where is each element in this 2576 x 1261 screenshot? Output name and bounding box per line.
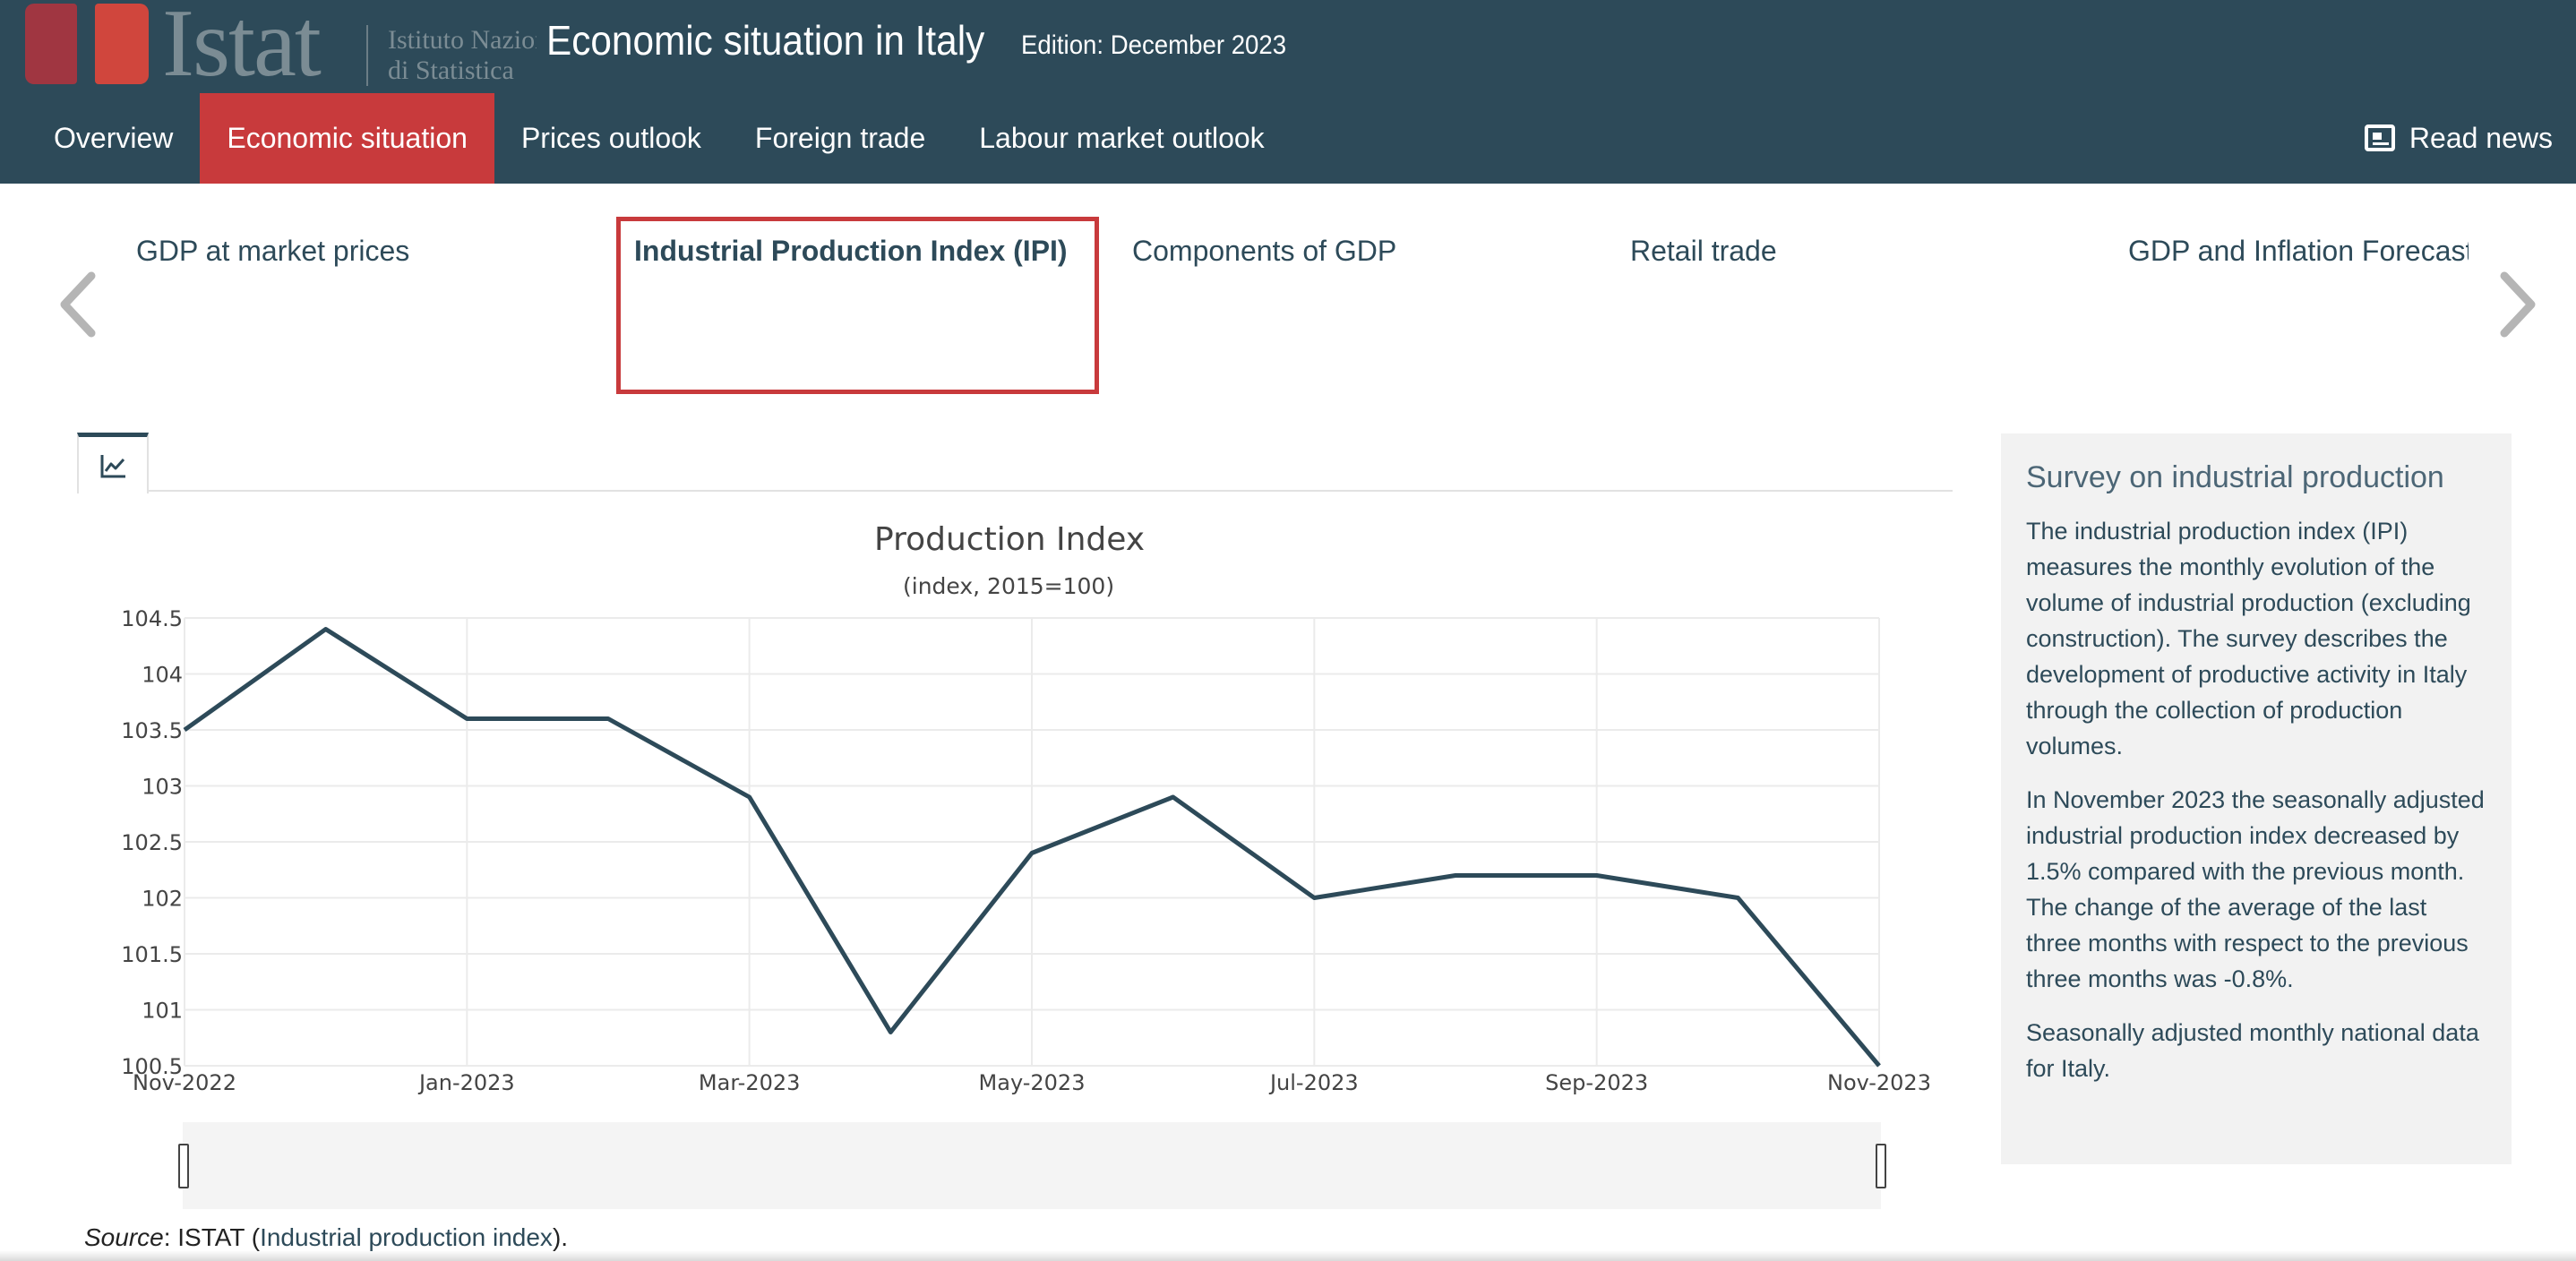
range-slider-handle-left[interactable] xyxy=(178,1144,189,1188)
carousel-active-frame[interactable] xyxy=(616,217,1099,394)
logo-wordmark: Istat xyxy=(162,0,322,97)
nav-item-economic-situation[interactable]: Economic situation xyxy=(200,93,494,184)
data-point[interactable] xyxy=(1870,1057,1888,1075)
top-header: Istat Istituto Nazionale di Statistica E… xyxy=(0,0,2576,184)
y-tick-label: 104.5 xyxy=(121,606,183,631)
y-tick-label: 101 xyxy=(142,999,183,1024)
app-title: Economic situation in Italy xyxy=(546,17,985,64)
x-tick-label: Nov-2023 xyxy=(1827,1070,1931,1095)
read-news-label: Read news xyxy=(2409,122,2553,154)
nav-item-overview[interactable]: Overview xyxy=(54,122,174,154)
line-chart-icon xyxy=(100,455,125,478)
chevron-left-icon xyxy=(60,271,96,338)
main-nav: Overview Economic situation Prices outlo… xyxy=(27,93,1292,184)
y-tick-label: 103 xyxy=(142,775,183,800)
data-point[interactable] xyxy=(741,788,759,806)
data-point[interactable] xyxy=(1305,889,1323,907)
carousel-next-button[interactable] xyxy=(2490,269,2544,340)
x-tick-label: Nov-2022 xyxy=(133,1070,236,1095)
source-publisher: : ISTAT ( xyxy=(163,1223,261,1251)
carousel-prev-button[interactable] xyxy=(52,269,106,340)
logo-subtitle-line-2: di Statistica xyxy=(388,56,514,85)
range-slider[interactable] xyxy=(183,1122,1881,1209)
logo-square-left xyxy=(25,4,77,84)
logo-subtitle: Istituto Nazionale di Statistica xyxy=(366,25,537,86)
data-point[interactable] xyxy=(458,710,476,728)
info-title: Survey on industrial production xyxy=(2026,460,2444,494)
chart-tab-bar xyxy=(77,433,1953,493)
nav-item-labour-market-outlook[interactable]: Labour market outlook xyxy=(979,122,1265,154)
newspaper-icon xyxy=(2364,124,2395,151)
x-tick-label: Sep-2023 xyxy=(1545,1070,1648,1095)
range-slider-handle-right[interactable] xyxy=(1876,1144,1886,1188)
tab-line-chart[interactable] xyxy=(77,433,149,493)
y-tick-label: 102.5 xyxy=(121,830,183,855)
carousel-item-retail-trade[interactable]: Retail trade xyxy=(1630,235,1777,267)
source-note: Source: ISTAT (Industrial production ind… xyxy=(84,1223,568,1252)
x-tick-label: Jan-2023 xyxy=(417,1070,515,1095)
info-paragraph: In November 2023 the seasonally adjusted… xyxy=(2026,786,2485,992)
y-tick-label: 100.5 xyxy=(121,1054,183,1079)
y-tick-label: 102 xyxy=(142,887,183,912)
read-news-link[interactable]: Read news xyxy=(2364,93,2553,184)
y-tick-label: 101.5 xyxy=(121,942,183,967)
carousel-item-industrial-production-index[interactable]: Industrial Production Index (IPI) xyxy=(634,235,1068,267)
data-point[interactable] xyxy=(1447,867,1464,885)
source-link[interactable]: Industrial production index xyxy=(260,1223,553,1251)
carousel-item-components-gdp[interactable]: Components of GDP xyxy=(1132,235,1397,267)
edition-label: Edition: December 2023 xyxy=(1021,30,1287,60)
x-tick-label: Jul-2023 xyxy=(1268,1070,1359,1095)
bottom-shadow xyxy=(0,1250,2576,1261)
data-point[interactable] xyxy=(599,710,617,728)
data-point[interactable] xyxy=(1729,889,1747,907)
data-point[interactable] xyxy=(1023,845,1041,862)
data-point[interactable] xyxy=(1164,788,1182,806)
nav-item-foreign-trade[interactable]: Foreign trade xyxy=(754,122,926,154)
data-point[interactable] xyxy=(176,721,193,739)
source-label: Source xyxy=(84,1223,164,1251)
info-paragraph: The industrial production index (IPI) me… xyxy=(2026,518,2471,759)
data-point[interactable] xyxy=(1588,867,1606,885)
carousel-item-gdp-inflation-forecast[interactable]: GDP and Inflation Forecast xyxy=(2128,235,2469,267)
info-paragraph: Seasonally adjusted monthly national dat… xyxy=(2026,1019,2479,1082)
data-point[interactable] xyxy=(317,621,335,639)
chevron-right-icon xyxy=(2500,271,2536,338)
data-point[interactable] xyxy=(881,1024,899,1042)
carousel-item-gdp-market-prices[interactable]: GDP at market prices xyxy=(136,235,410,267)
source-suffix: ). xyxy=(552,1223,569,1251)
y-tick-label: 103.5 xyxy=(121,718,183,743)
istat-logo[interactable]: Istat Istituto Nazionale di Statistica xyxy=(23,0,537,97)
info-panel: Survey on industrial production The indu… xyxy=(2001,433,2512,1164)
nav-item-prices-outlook[interactable]: Prices outlook xyxy=(520,122,701,154)
chart-title: Production Index xyxy=(874,521,1146,558)
series-line xyxy=(183,627,1881,1068)
x-tick-label: Mar-2023 xyxy=(699,1070,800,1095)
x-tick-label: May-2023 xyxy=(979,1070,1086,1095)
y-tick-label: 104 xyxy=(142,663,183,688)
chart-subtitle: (index, 2015=100) xyxy=(903,573,1115,599)
logo-subtitle-line-1: Istituto Nazionale xyxy=(388,25,537,55)
logo-square-right xyxy=(95,4,149,84)
